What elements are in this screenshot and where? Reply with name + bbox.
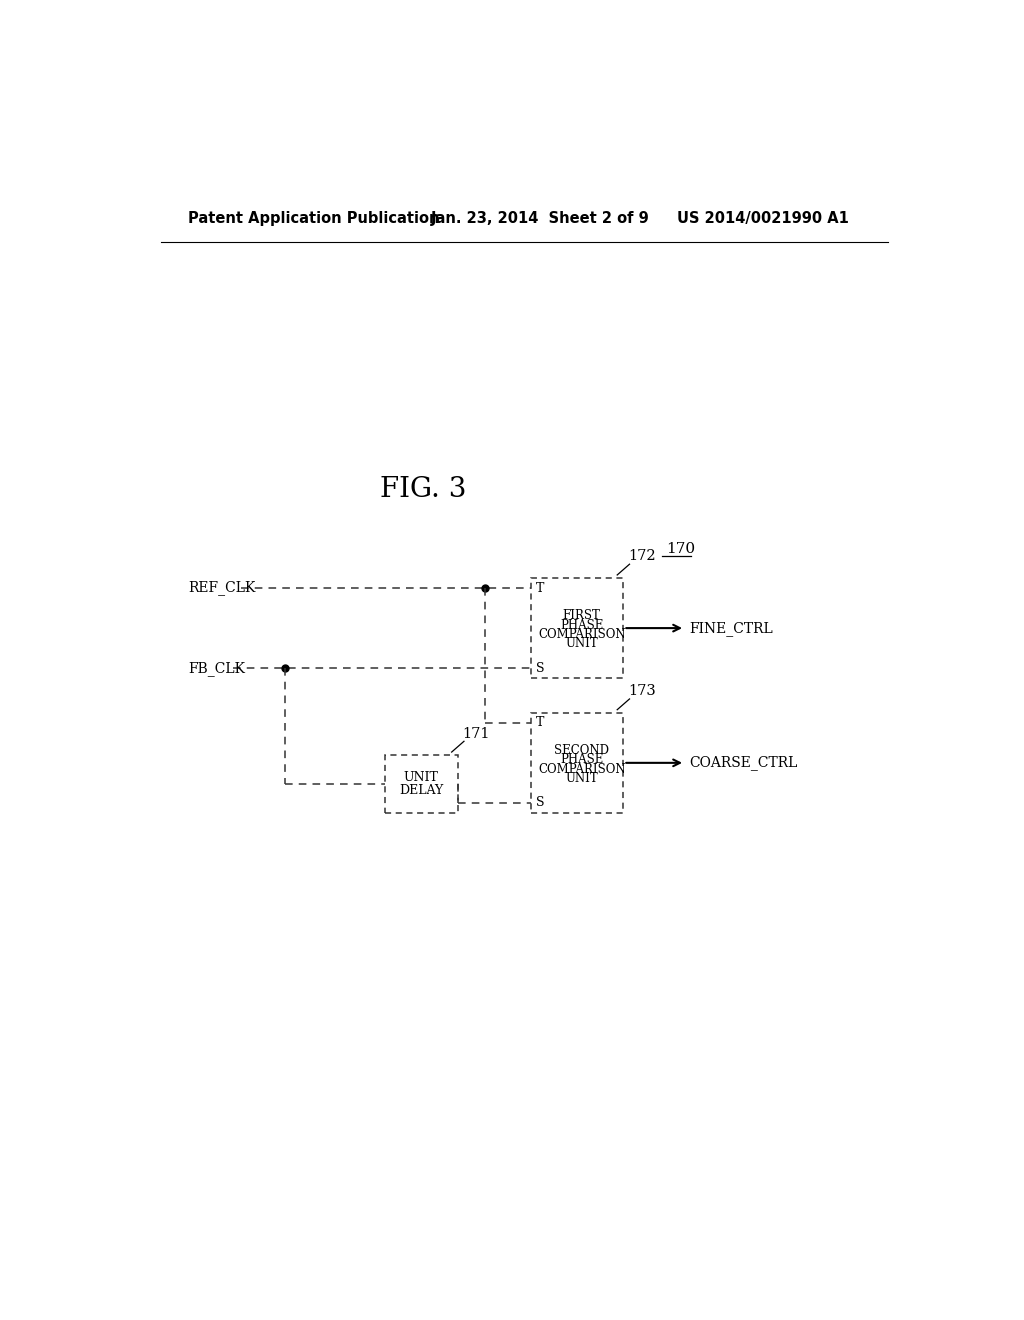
Text: FIG. 3: FIG. 3 [380,477,466,503]
Text: US 2014/0021990 A1: US 2014/0021990 A1 [677,211,849,226]
Text: Patent Application Publication: Patent Application Publication [188,211,440,226]
Text: COMPARISON: COMPARISON [538,628,626,640]
Text: S: S [536,796,544,809]
Bar [531,713,624,813]
Text: S: S [536,661,544,675]
Text: 171: 171 [463,726,489,741]
Text: UNIT: UNIT [565,638,598,649]
Text: Jan. 23, 2014  Sheet 2 of 9: Jan. 23, 2014 Sheet 2 of 9 [431,211,649,226]
Text: DELAY: DELAY [399,784,443,797]
Text: PHASE: PHASE [560,619,603,631]
Text: UNIT: UNIT [403,771,438,784]
Text: 172: 172 [628,549,655,564]
Text: T: T [536,717,544,730]
Text: SECOND: SECOND [554,744,609,758]
Text: COARSE_CTRL: COARSE_CTRL [689,755,798,771]
Text: PHASE: PHASE [560,754,603,767]
Text: UNIT: UNIT [565,772,598,785]
Text: 170: 170 [666,541,695,556]
Text: COMPARISON: COMPARISON [538,763,626,776]
Text: 173: 173 [628,684,655,698]
Bar [531,578,624,678]
Text: REF_CLK: REF_CLK [188,581,256,595]
Text: FB_CLK: FB_CLK [188,661,246,676]
Text: FIRST: FIRST [563,610,601,622]
Bar [385,755,458,813]
Text: T: T [536,582,544,594]
Text: FINE_CTRL: FINE_CTRL [689,620,772,635]
